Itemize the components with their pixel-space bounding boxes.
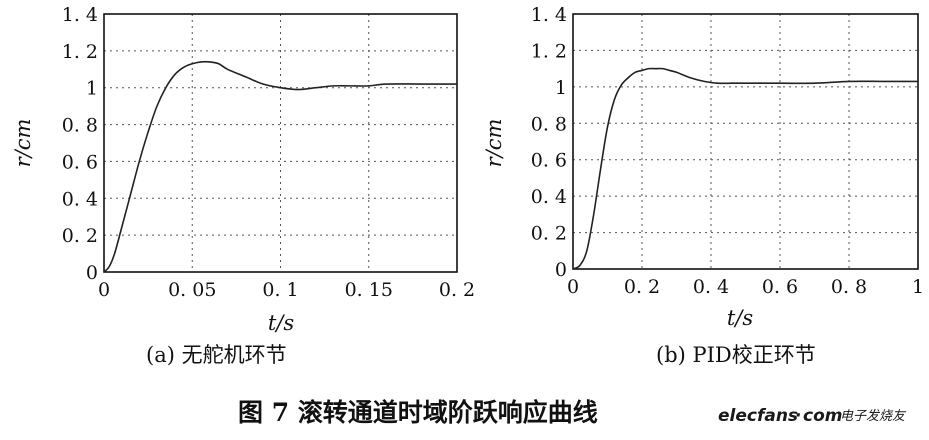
x-tick-label: 0. 1 [262, 279, 298, 301]
y-axis-label: r/cm [482, 119, 506, 168]
y-tick-label: 1 [555, 77, 567, 99]
x-axis-label: t/s [268, 311, 295, 335]
chart-b: 0 0. 2 0. 4 0. 6 0. 8 1 1. 2 1. 4 0 0. 2 0. 4 0. 6 0… [482, 4, 924, 367]
chart-a: 0 0. 2 0. 4 0. 6 0. 8 1 1. 2 1. 4 0 0. 05 0. 1 0. 1… [11, 4, 475, 367]
y-tick-label: 0 [86, 262, 98, 284]
plot-frame [572, 13, 919, 270]
y-axis-label: r/cm [11, 119, 35, 168]
series-line-0 [572, 67, 918, 270]
series-line-0 [103, 60, 457, 273]
x-tick-label: 0. 2 [624, 276, 660, 298]
y-tick-label: 0. 2 [531, 223, 567, 245]
y-tick-label: 0. 6 [531, 150, 567, 172]
x-tick-label: 1 [912, 276, 924, 298]
watermark-dot: · [795, 406, 801, 426]
figure-title: 图 7 滚转通道时域阶跃响应曲线 [238, 398, 598, 427]
y-tick-label: 1. 2 [62, 41, 98, 63]
y-tick-label: 1. 4 [62, 4, 98, 26]
y-tick-label: 0 [555, 259, 567, 281]
y-tick-label: 0. 2 [62, 225, 98, 247]
x-tick-label: 0. 15 [345, 279, 393, 301]
x-axis-label: t/s [727, 306, 754, 330]
y-tick-label: 0. 8 [531, 113, 567, 135]
x-tick-label: 0. 4 [693, 276, 729, 298]
y-tick-label: 0. 4 [62, 188, 98, 210]
watermark: elecfans · com 电子发烧友 [718, 406, 907, 426]
y-tick-label: 0. 6 [62, 151, 98, 173]
y-tick-label: 1. 2 [531, 40, 567, 62]
x-tick-label: 0. 6 [762, 276, 798, 298]
watermark-cn: 电子发烧友 [840, 409, 907, 424]
plot-frame [103, 13, 458, 273]
x-tick-label: 0. 2 [439, 279, 475, 301]
y-tick-label: 0. 4 [531, 186, 567, 208]
y-tick-label: 1. 4 [531, 4, 567, 26]
x-tick-label: 0. 8 [831, 276, 867, 298]
x-tick-label: 0 [98, 279, 110, 301]
y-tick-label: 0. 8 [62, 115, 98, 137]
chart-caption: (b) PID校正环节 [656, 343, 816, 367]
x-tick-label: 0 [567, 276, 579, 298]
watermark-brand: elecfans [718, 406, 798, 426]
chart-caption: (a) 无舵机环节 [146, 343, 287, 367]
y-tick-label: 1 [86, 78, 98, 100]
x-tick-label: 0. 05 [168, 279, 216, 301]
watermark-tld: com [803, 406, 842, 426]
